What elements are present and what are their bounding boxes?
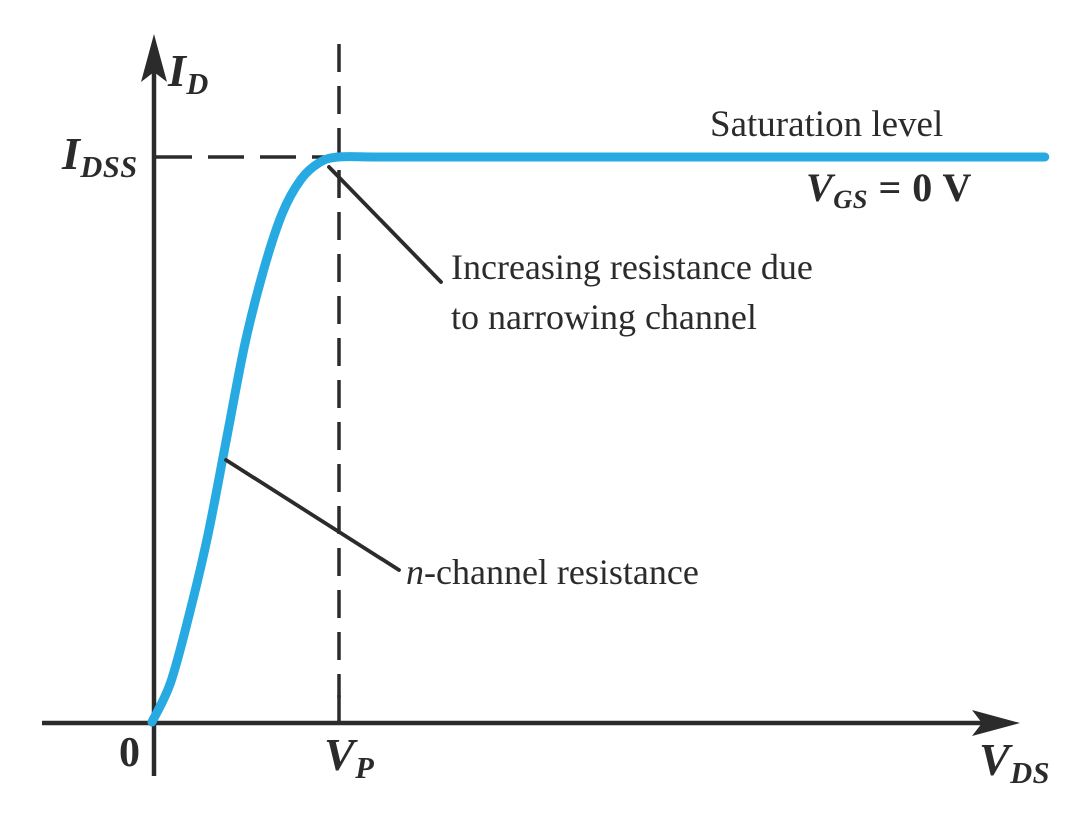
n-channel-annotation-italic: n [406,552,424,592]
vgs-label-base: V [806,165,834,210]
saturation-level-label: Saturation level [710,104,944,145]
vds-label-sub: DS [1010,755,1050,790]
vp-label: VP [324,728,374,786]
leader-line-increasing-resistance [327,165,443,284]
increasing-resistance-line2: to narrowing channel [451,297,757,337]
vp-label-sub: P [355,750,375,785]
vgs-label-sub: GS [833,183,868,214]
n-channel-annotation-rest: -channel resistance [424,552,699,592]
y-axis-arrowhead-icon [141,34,167,82]
origin-label: 0 [119,730,140,776]
vds-label-base: V [979,734,1011,785]
leader-line-n-channel [224,458,401,572]
x-axis-arrowhead-icon [972,710,1020,736]
increasing-resistance-line1: Increasing resistance due [451,247,813,287]
increasing-resistance-annotation: Increasing resistance due to narrowing c… [451,242,813,342]
vgs-label-value: = 0 V [867,165,972,210]
vp-label-base: V [324,729,356,780]
idss-label-sub: DSS [80,149,138,184]
vds-label: VDS [979,733,1050,791]
y-axis-label: ID [168,44,209,102]
drain-current-curve [147,152,1050,727]
idss-label: IDSS [62,127,138,185]
y-axis-label-base: I [168,45,187,96]
vgs-label: VGS = 0 V [806,164,972,215]
n-channel-annotation: n-channel resistance [406,551,699,593]
idss-label-base: I [62,128,81,179]
y-axis-label-sub: D [186,66,209,101]
